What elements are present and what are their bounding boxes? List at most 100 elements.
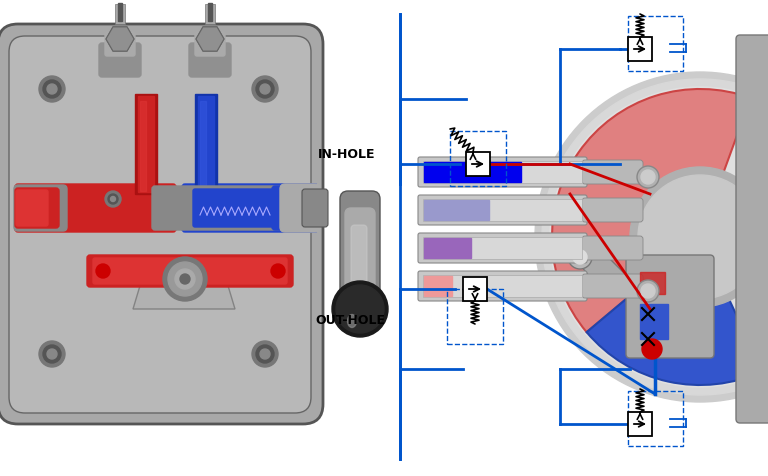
Bar	[628, 17, 683, 72]
Bar	[118, 4, 122, 22]
FancyBboxPatch shape	[9, 37, 311, 413]
Polygon shape	[196, 28, 224, 52]
FancyBboxPatch shape	[582, 275, 643, 298]
Circle shape	[332, 281, 388, 337]
Bar	[205, 5, 215, 25]
Bar	[115, 5, 125, 25]
FancyBboxPatch shape	[16, 190, 48, 227]
Text: IN-HOLE: IN-HOLE	[318, 148, 376, 161]
Circle shape	[39, 77, 65, 103]
Bar	[424, 200, 489, 220]
Circle shape	[47, 85, 57, 95]
Circle shape	[260, 349, 270, 359]
FancyBboxPatch shape	[351, 226, 367, 333]
Polygon shape	[575, 249, 625, 289]
FancyBboxPatch shape	[582, 198, 643, 223]
FancyBboxPatch shape	[626, 256, 714, 358]
Circle shape	[256, 345, 274, 363]
Wedge shape	[587, 238, 763, 385]
Bar	[640, 272, 665, 294]
Circle shape	[642, 339, 662, 359]
Circle shape	[111, 197, 115, 202]
Bar	[423, 238, 582, 259]
Bar	[466, 153, 490, 177]
Circle shape	[39, 341, 65, 367]
Ellipse shape	[347, 315, 356, 328]
FancyBboxPatch shape	[193, 189, 277, 228]
Bar	[450, 132, 506, 187]
Polygon shape	[106, 28, 134, 52]
Bar	[447, 289, 503, 344]
Bar	[5, 45, 315, 414]
Circle shape	[168, 262, 202, 297]
Bar	[195, 95, 217, 195]
FancyBboxPatch shape	[87, 256, 293, 288]
Bar	[423, 276, 582, 298]
Circle shape	[256, 81, 274, 99]
Circle shape	[180, 275, 190, 284]
FancyBboxPatch shape	[15, 188, 59, 228]
Circle shape	[637, 167, 659, 188]
FancyBboxPatch shape	[340, 192, 380, 327]
Bar	[628, 391, 683, 446]
FancyBboxPatch shape	[418, 234, 587, 263]
Bar	[200, 102, 206, 192]
Circle shape	[243, 195, 253, 205]
Bar	[640, 304, 668, 339]
Bar	[135, 95, 157, 195]
Circle shape	[260, 85, 270, 95]
FancyBboxPatch shape	[582, 237, 643, 260]
FancyBboxPatch shape	[105, 33, 135, 57]
FancyBboxPatch shape	[280, 185, 320, 232]
Circle shape	[542, 80, 768, 395]
Bar	[138, 97, 154, 193]
Circle shape	[336, 286, 384, 333]
FancyBboxPatch shape	[418, 196, 587, 226]
Circle shape	[573, 250, 587, 265]
Bar	[424, 277, 452, 297]
Circle shape	[568, 246, 592, 269]
Text: OUT-HOLE: OUT-HOLE	[315, 313, 385, 326]
FancyBboxPatch shape	[152, 187, 303, 230]
Circle shape	[175, 269, 195, 289]
Circle shape	[252, 341, 278, 367]
Bar	[628, 38, 652, 62]
FancyBboxPatch shape	[272, 187, 306, 230]
Bar	[423, 162, 582, 184]
Circle shape	[47, 349, 57, 359]
Polygon shape	[133, 259, 235, 309]
FancyBboxPatch shape	[302, 189, 328, 228]
Bar	[140, 102, 146, 192]
FancyBboxPatch shape	[736, 36, 768, 423]
FancyBboxPatch shape	[99, 44, 141, 78]
Circle shape	[535, 73, 768, 402]
Circle shape	[240, 192, 256, 208]
Bar	[463, 278, 487, 301]
Polygon shape	[106, 28, 134, 52]
Circle shape	[108, 195, 118, 205]
FancyBboxPatch shape	[418, 271, 587, 301]
Circle shape	[550, 88, 768, 387]
Circle shape	[96, 265, 110, 278]
Bar	[424, 163, 521, 183]
FancyBboxPatch shape	[418, 158, 587, 188]
Circle shape	[637, 280, 659, 302]
FancyBboxPatch shape	[189, 44, 231, 78]
Bar	[424, 238, 471, 258]
Circle shape	[638, 176, 762, 299]
FancyBboxPatch shape	[195, 33, 225, 57]
Circle shape	[246, 197, 250, 202]
Circle shape	[252, 77, 278, 103]
Circle shape	[105, 192, 121, 208]
FancyBboxPatch shape	[582, 161, 643, 185]
FancyBboxPatch shape	[0, 25, 323, 424]
Bar	[423, 199, 582, 221]
Wedge shape	[552, 90, 750, 332]
FancyBboxPatch shape	[182, 185, 318, 232]
Circle shape	[630, 168, 768, 307]
Circle shape	[641, 284, 655, 298]
Circle shape	[43, 345, 61, 363]
Circle shape	[641, 170, 655, 185]
FancyBboxPatch shape	[15, 185, 176, 232]
Bar	[208, 4, 212, 22]
